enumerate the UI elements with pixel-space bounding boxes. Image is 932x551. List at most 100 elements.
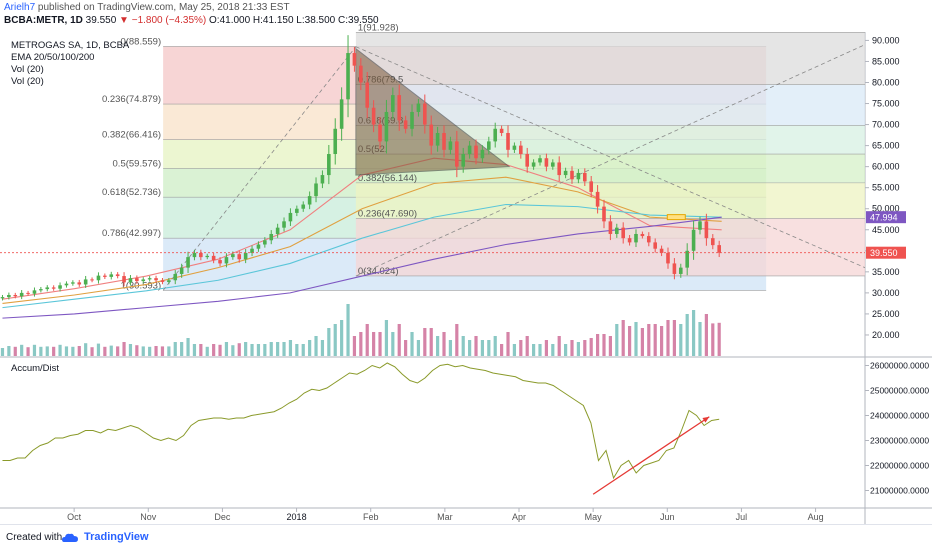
candle-body — [295, 208, 299, 213]
volume-bar — [436, 336, 440, 356]
publish-text: published on TradingView.com, May 25, 20… — [37, 2, 290, 13]
candle-body — [557, 162, 562, 176]
volume-bar — [218, 344, 222, 356]
volume-bar — [384, 320, 389, 356]
candle-body — [685, 250, 689, 268]
candle-body — [525, 154, 530, 167]
candle-body — [544, 158, 549, 167]
volume-bar — [231, 345, 235, 356]
price-axis-label: 80.000 — [872, 77, 900, 87]
volume-bar — [71, 346, 75, 356]
candle-body — [339, 99, 344, 129]
author-link[interactable]: Arielh7 — [4, 2, 36, 13]
candle-body — [45, 287, 50, 290]
candle-body — [717, 245, 721, 253]
fib-right-level-label: 1(91.928) — [358, 22, 399, 33]
price-change-value: −1.800 (−4.35%) — [131, 15, 207, 26]
candle-body — [192, 252, 197, 258]
volume-bar — [404, 340, 408, 356]
candle-body — [288, 212, 293, 222]
candle-body — [608, 221, 613, 234]
candle-body — [211, 255, 216, 261]
volume-bar — [423, 328, 427, 356]
candle-body — [378, 124, 382, 142]
candle-body — [410, 111, 414, 129]
volume-bar — [365, 324, 369, 356]
candle-body — [531, 162, 536, 167]
price-axis-label: 25.000 — [872, 309, 900, 319]
candle-body — [512, 145, 517, 150]
candle-body — [653, 242, 657, 249]
tradingview-logo-text[interactable]: TradingView — [84, 531, 149, 543]
ema-line — [2, 216, 722, 319]
volume-bar — [506, 332, 510, 356]
volume-bar — [576, 342, 581, 356]
candle-body — [371, 107, 376, 125]
tradingview-cloud-icon — [62, 533, 78, 542]
volume-bar — [602, 334, 606, 356]
candle-body — [672, 263, 677, 274]
volume-bar — [711, 323, 715, 356]
volume-bar — [256, 344, 261, 356]
volume-bar — [7, 346, 11, 356]
volume-bar — [685, 314, 689, 356]
candle-body — [614, 227, 619, 234]
price-axis-label: 65.000 — [872, 141, 900, 151]
volume-bar — [532, 344, 536, 356]
volume-bar — [32, 344, 37, 356]
volume-bar — [615, 324, 619, 356]
ema-line — [2, 203, 722, 309]
candle-body — [602, 206, 606, 222]
ticker: BCBA:METR, 1D — [4, 15, 83, 26]
candle-body — [250, 248, 254, 253]
volume-bar — [480, 340, 485, 356]
candle-body — [640, 233, 645, 237]
candle-body — [429, 124, 434, 146]
volume-bar — [58, 344, 62, 356]
candle-body — [0, 297, 5, 299]
price-axis-label: 85.000 — [872, 56, 900, 66]
volume-bar — [52, 346, 56, 356]
candle-body — [563, 170, 568, 176]
candle-body — [627, 238, 632, 243]
candle-body — [506, 132, 510, 150]
candle-body — [435, 132, 440, 146]
candle-body — [58, 285, 62, 289]
volume-bar — [295, 344, 299, 356]
candle-body — [423, 103, 427, 125]
volume-bar — [455, 324, 459, 356]
candle-body — [64, 283, 69, 286]
legend-entry: Vol (20) — [11, 64, 44, 75]
ad-axis-label: 26000000.0000 — [870, 361, 929, 371]
volume-bar — [647, 324, 651, 356]
candle-body — [487, 141, 491, 150]
volume-bar — [416, 340, 421, 356]
candle-body — [237, 254, 242, 260]
volume-bar — [180, 342, 184, 356]
ad-trend-arrow — [702, 416, 710, 423]
volume-bar — [116, 346, 120, 356]
fib-right-trend-line — [355, 44, 866, 277]
price-label-box — [866, 211, 906, 224]
fib-left-level-label: 0.786(42.997) — [102, 228, 161, 239]
candle-body — [135, 278, 139, 282]
volume-bar — [327, 328, 331, 356]
volume-bar — [557, 336, 561, 356]
candle-body — [659, 248, 664, 253]
volume-bar — [237, 343, 241, 356]
volume-bar — [45, 346, 49, 356]
volume-bar — [666, 320, 670, 356]
price-axis-label: 75.000 — [872, 99, 900, 109]
candle-body — [499, 128, 504, 133]
volume-bar — [173, 342, 177, 356]
fib-right-zone — [355, 182, 865, 219]
volume-bar — [397, 324, 401, 356]
volume-bar — [199, 344, 203, 356]
time-axis-label: May — [585, 512, 603, 522]
candle-body — [282, 221, 286, 228]
volume-bar — [269, 342, 273, 356]
candle-body — [704, 221, 709, 239]
ad-axis-label: 25000000.0000 — [870, 386, 929, 396]
fib-left-trend-line — [162, 46, 357, 291]
volume-bar — [224, 342, 229, 356]
